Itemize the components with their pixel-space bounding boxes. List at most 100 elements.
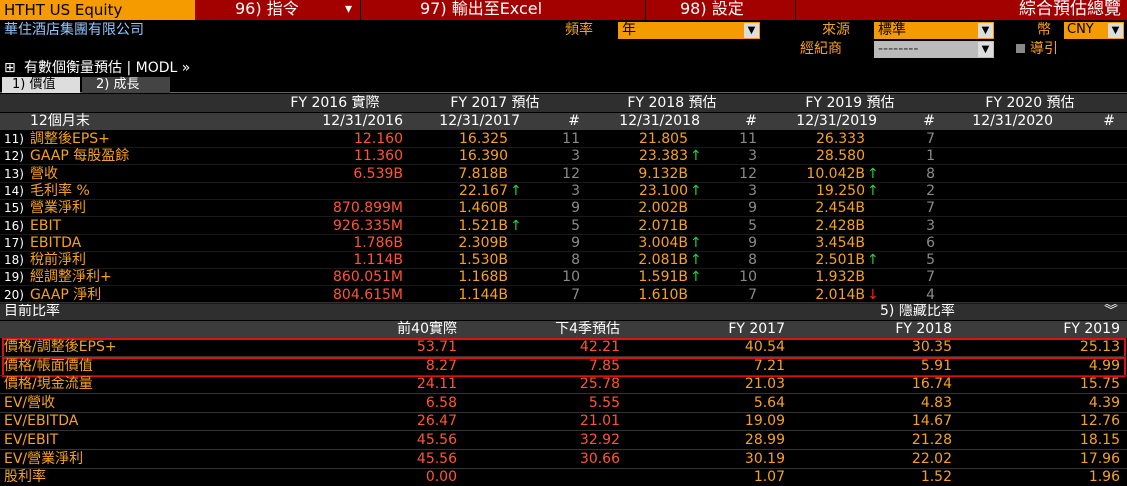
broker-count: 9 <box>571 200 580 217</box>
trend-arrow: ↑ <box>690 148 702 165</box>
collapse-icon[interactable]: ︾ <box>1104 303 1118 319</box>
tab-inactive[interactable] <box>82 77 170 93</box>
highlight-box <box>2 338 1126 358</box>
estimate-value: 1.168B <box>458 269 508 286</box>
row-number: 11) <box>4 132 24 146</box>
estimate-value: 19.250 <box>816 182 865 199</box>
estimate-value: 2.454B <box>815 200 865 217</box>
freq-value[interactable]: 年 <box>622 22 636 38</box>
row-label: 調整後EPS+ <box>30 131 110 147</box>
broker-count: 3 <box>571 182 580 199</box>
estimate-value: 1.610B <box>638 286 688 303</box>
row-separator <box>0 302 1127 304</box>
ratio-section-bar <box>0 302 1127 320</box>
actual-value: 11.360 <box>354 148 403 165</box>
ratio-value: 40.54 <box>744 339 785 355</box>
actual-value: 12.160 <box>354 131 403 147</box>
row-separator <box>0 147 1127 148</box>
dropdown-arrow[interactable]: ▼ <box>978 23 993 38</box>
ratio-value: 45.56 <box>416 450 457 467</box>
broker-count: 5 <box>748 217 757 234</box>
actual-value: 926.335M <box>333 217 403 234</box>
broker-count: 4 <box>926 286 935 303</box>
row-number: 20) <box>4 287 24 302</box>
ratio-value: 4.83 <box>920 394 952 411</box>
trend-arrow: ↑ <box>690 182 702 199</box>
currency-value[interactable]: CNY <box>1067 22 1094 37</box>
menu-settings[interactable]: 98) 設定 <box>680 0 744 18</box>
row-separator <box>0 250 1127 252</box>
period-header: FY 2017 預估 <box>450 95 540 111</box>
estimate-value: 3.004B <box>638 234 688 251</box>
broker-count: 12 <box>739 165 757 182</box>
source-dropdown[interactable] <box>874 22 994 39</box>
ratio-value: 22.02 <box>911 450 952 467</box>
broker-count: 10 <box>562 269 580 286</box>
broker-value[interactable]: -------- <box>878 41 919 57</box>
estimate-value: 1.521B <box>458 217 508 234</box>
ticker-box[interactable] <box>0 0 195 20</box>
trend-arrow: ↑ <box>867 182 879 199</box>
broker-count: 1 <box>926 148 935 165</box>
row-label: 營收 <box>30 165 58 182</box>
broker-dropdown[interactable] <box>874 41 994 58</box>
row-number: 15) <box>4 201 24 216</box>
tab-growth[interactable]: 2) 成長 <box>96 77 140 92</box>
dropdown-arrow[interactable]: ▼ <box>1108 23 1123 38</box>
row-separator <box>0 216 1127 218</box>
row-number: 16) <box>4 218 24 233</box>
tab-active[interactable] <box>2 77 80 93</box>
checkbox[interactable] <box>1016 44 1025 53</box>
period-header: FY 2020 預估 <box>985 95 1075 111</box>
currency-label: 幣 <box>1037 22 1051 38</box>
page-title: 綜合預估總覽 <box>1019 0 1121 19</box>
estimate-value: 22.167 <box>459 182 508 199</box>
ratio-title: 目前比率 <box>4 303 60 319</box>
dropdown-arrow[interactable]: ▼ <box>978 42 993 57</box>
ratio-value: 32.92 <box>579 432 620 448</box>
dropdown-arrow[interactable]: ▼ <box>744 23 759 38</box>
broker-count: 9 <box>748 200 757 217</box>
estimate-value: 1.144B <box>458 286 508 303</box>
broker-count: 6 <box>926 234 935 251</box>
count-header: # <box>745 113 757 129</box>
ratio-value: 30.35 <box>911 339 952 355</box>
menu-export[interactable]: 97) 輸出至Excel <box>420 0 543 18</box>
ratio-value: 1.52 <box>920 469 952 486</box>
estimate-value: 26.333 <box>816 131 865 147</box>
estimate-value: 9.132B <box>638 165 688 182</box>
count-header: # <box>1103 113 1115 129</box>
row-separator <box>0 467 1127 469</box>
broker-count: 3 <box>748 148 757 165</box>
trend-arrow: ↑ <box>510 217 522 234</box>
broker-count: 3 <box>748 182 757 199</box>
dropdown-arrow[interactable]: ▾ <box>345 1 353 17</box>
menu-command[interactable]: 96) 指令 <box>235 0 299 18</box>
broker-count: 8 <box>571 252 580 269</box>
row-separator <box>0 430 1127 432</box>
ratio-value: 4.39 <box>1088 394 1120 411</box>
row-label: 稅前淨利 <box>30 252 86 269</box>
period-header: FY 2016 實際 <box>290 95 380 111</box>
freq-label: 頻率 <box>565 22 593 38</box>
row-number: 18) <box>4 253 24 268</box>
source-label: 來源 <box>822 22 850 38</box>
broker-count: 7 <box>926 200 935 217</box>
hide-ratios[interactable]: 5) 隱藏比率 <box>880 303 955 319</box>
freq-dropdown[interactable] <box>618 22 760 39</box>
ratio-value: 5.91 <box>920 357 952 374</box>
grid-icon: ⊞ <box>4 60 16 76</box>
source-value[interactable]: 標準 <box>878 22 906 38</box>
guide-label[interactable]: 導引 <box>1030 41 1058 57</box>
ratio-label: 價格/調整後EPS+ <box>4 339 117 355</box>
broker-label: 經紀商 <box>800 41 842 57</box>
ratio-label: EV/EBITDA <box>4 413 79 430</box>
actual-value: 870.899M <box>333 200 403 217</box>
estimate-value: 1.460B <box>458 200 508 217</box>
ticker[interactable]: HTHT US Equity <box>4 1 123 19</box>
ratio-value: 16.74 <box>911 376 952 393</box>
broker-count: 10 <box>739 269 757 286</box>
notice[interactable]: 有數個衡量預估 | MODL » <box>24 60 191 76</box>
highlight-box <box>2 357 1126 377</box>
tab-value[interactable]: 1) 價值 <box>12 77 56 92</box>
